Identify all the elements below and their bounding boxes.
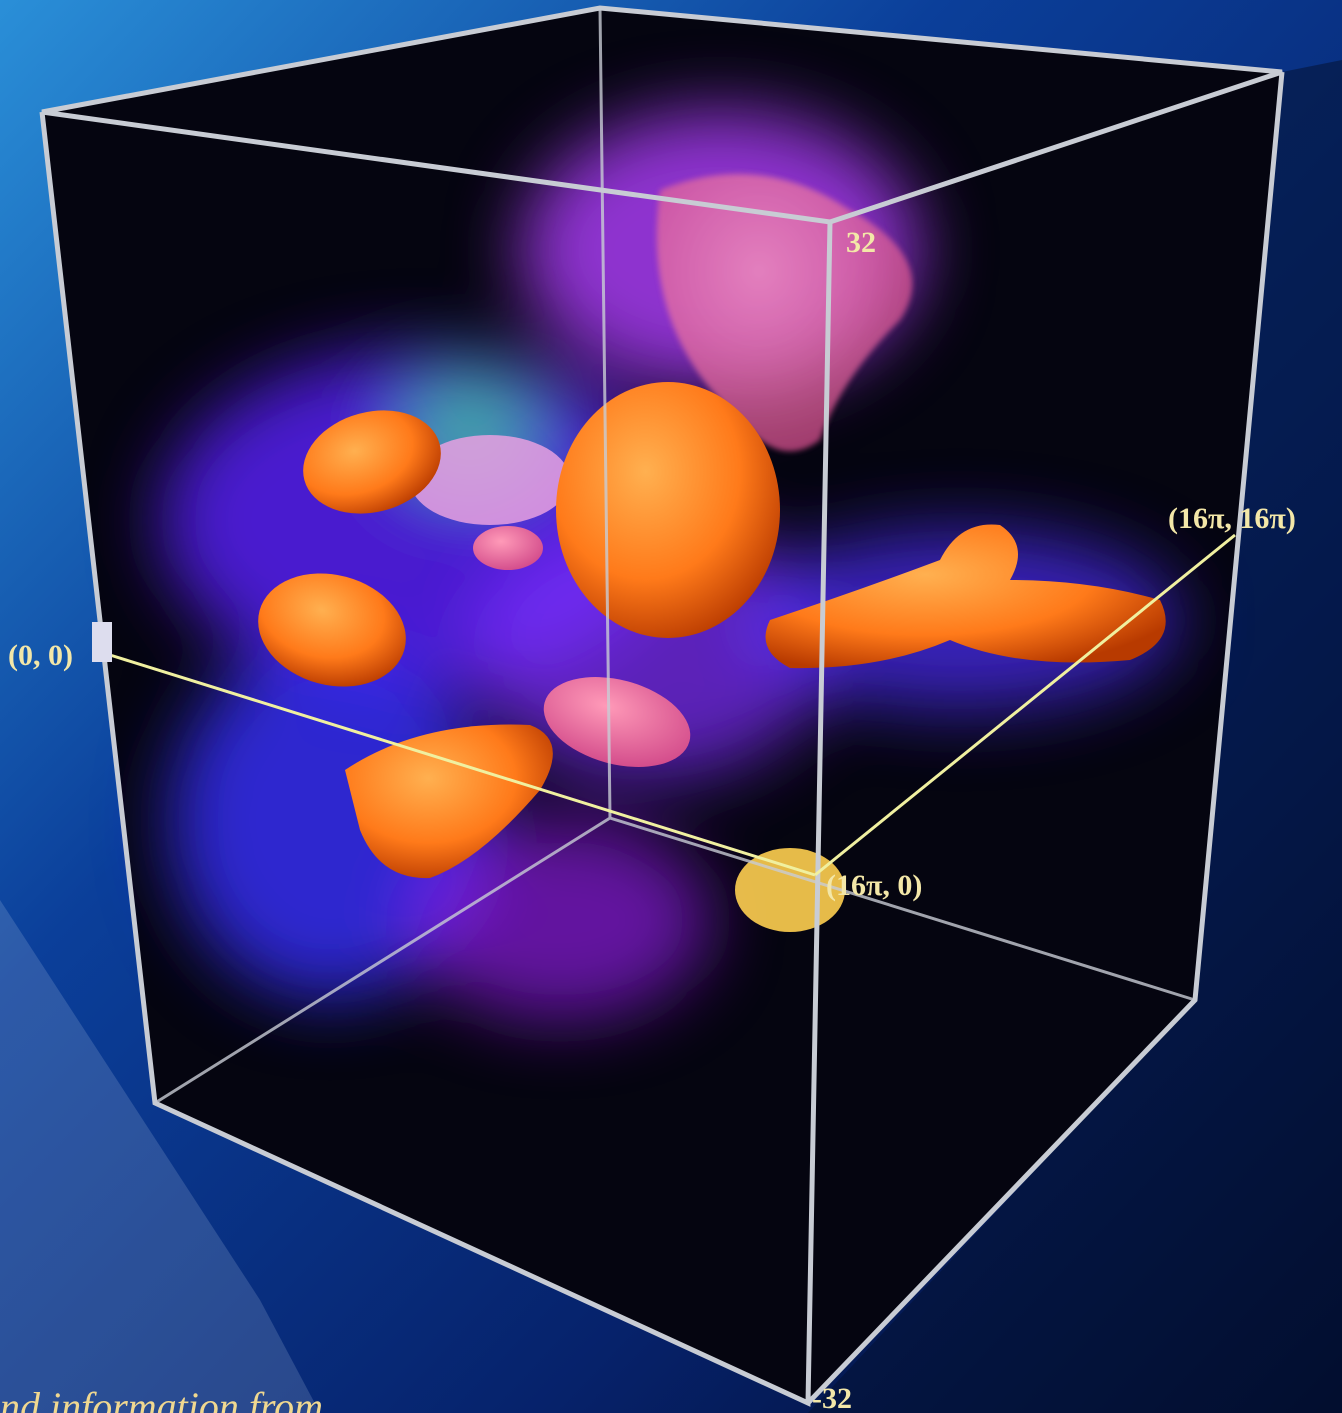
corner-far-label: (16π, 16π) bbox=[1168, 502, 1296, 535]
top-label: 32 bbox=[846, 226, 876, 259]
light-streak bbox=[0, 900, 320, 1413]
origin-label: (0, 0) bbox=[8, 639, 73, 672]
corner-near-label: (16π, 0) bbox=[826, 869, 922, 902]
caption: nd information from bbox=[0, 1384, 323, 1413]
axis-lines bbox=[109, 533, 1236, 877]
cube-frame bbox=[39, 5, 1285, 1407]
origin-marker bbox=[92, 622, 112, 662]
isosurfaces bbox=[258, 174, 1166, 932]
shadow bbox=[808, 60, 1342, 1413]
bottom-label: -32 bbox=[812, 1382, 852, 1413]
